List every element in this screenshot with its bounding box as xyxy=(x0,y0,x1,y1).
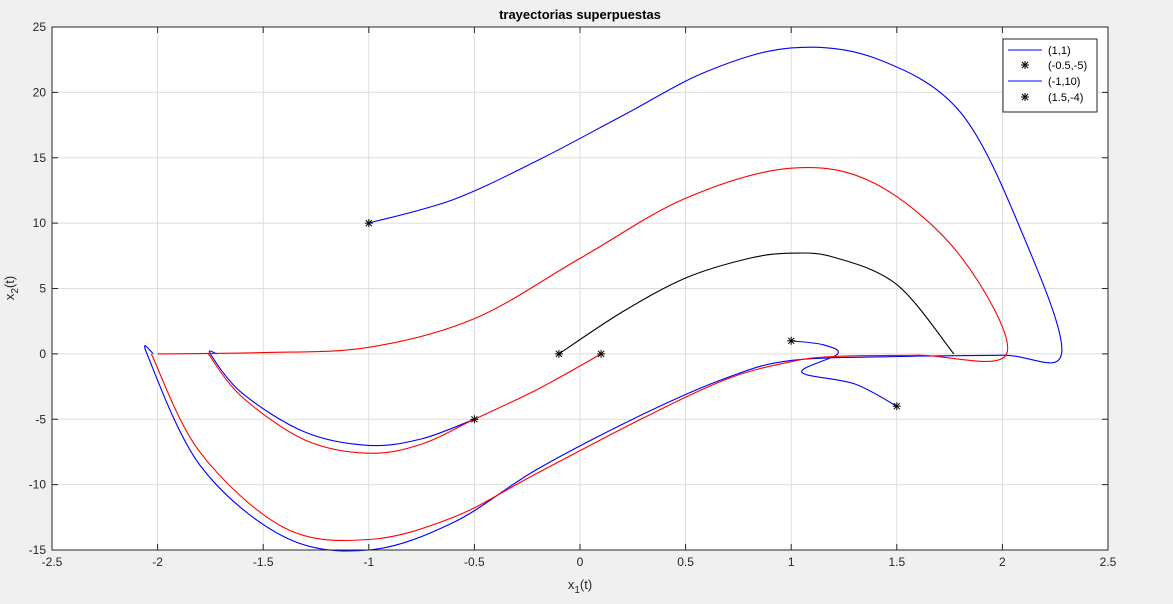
y-tick-label: -10 xyxy=(29,478,47,492)
x-tick-label: 1 xyxy=(788,555,795,569)
ticks xyxy=(51,26,1109,551)
y-tick-labels: -15 -10 -5 0 5 10 15 20 25 xyxy=(29,20,47,557)
trajectory-line-6 xyxy=(558,252,955,355)
legend-box xyxy=(1002,38,1098,113)
y-tick-label: -15 xyxy=(29,543,47,557)
y-tick-label: 5 xyxy=(39,282,46,296)
x-tick-label: 2 xyxy=(999,555,1006,569)
x-tick-label: -2 xyxy=(152,555,163,569)
x-tick-label: -1.5 xyxy=(253,555,274,569)
y-axis-label: x2(t) xyxy=(2,276,21,300)
initial-point-marker-4 xyxy=(470,415,479,424)
x-tick-label: 0 xyxy=(577,555,584,569)
legend-swatch-marker-4 xyxy=(1021,93,1029,101)
y-axis-label-suffix: (t) xyxy=(2,276,17,288)
chart-title: trayectorias superpuestas xyxy=(499,7,661,22)
x-tick-label: 1.5 xyxy=(888,555,905,569)
marker-layer xyxy=(364,219,901,424)
initial-point-marker-6 xyxy=(892,402,901,411)
x-tick-label: -1 xyxy=(363,555,374,569)
initial-point-marker-3 xyxy=(597,349,606,358)
x-tick-label: -2.5 xyxy=(42,555,63,569)
initial-point-marker-1 xyxy=(364,219,373,228)
x-axis-label-suffix: (t) xyxy=(580,577,592,592)
x-axis-label-base: x xyxy=(568,577,575,592)
legend-label-4: (1.5,-4) xyxy=(1048,92,1083,104)
y-tick-label: 10 xyxy=(33,216,47,230)
x-axis-label-sub: 1 xyxy=(574,585,580,596)
y-axis-label-sub: 2 xyxy=(10,288,21,294)
y-tick-label: -5 xyxy=(35,412,46,426)
x-tick-label: 2.5 xyxy=(1100,555,1117,569)
y-tick-label: 15 xyxy=(33,151,47,165)
initial-point-marker-5 xyxy=(787,336,796,345)
x-tick-label: -0.5 xyxy=(464,555,485,569)
trajectory-line-5 xyxy=(207,353,602,454)
y-tick-label: 25 xyxy=(33,20,47,34)
legend-label-3: (-1,10) xyxy=(1048,76,1080,88)
trajectory-line-4 xyxy=(150,166,1009,542)
y-axis-label-base: x xyxy=(2,293,17,300)
x-tick-label: 0.5 xyxy=(677,555,694,569)
trajectory-line-2 xyxy=(791,340,898,407)
legend-label-1: (1,1) xyxy=(1048,45,1071,57)
y-tick-label: 20 xyxy=(33,85,47,99)
x-tick-labels: -2.5 -2 -1.5 -1 -0.5 0 0.5 1 1.5 2 2.5 xyxy=(42,555,1117,569)
y-tick-label: 0 xyxy=(39,347,46,361)
legend-label-2: (-0.5,-5) xyxy=(1048,60,1087,72)
x-axis-label: x1(t) xyxy=(568,577,592,596)
legend-swatch-marker-2 xyxy=(1021,61,1029,69)
legend: (1,1) (-0.5,-5) (-1,10) (1.5,-4) xyxy=(1002,38,1098,113)
initial-point-marker-2 xyxy=(554,349,563,358)
